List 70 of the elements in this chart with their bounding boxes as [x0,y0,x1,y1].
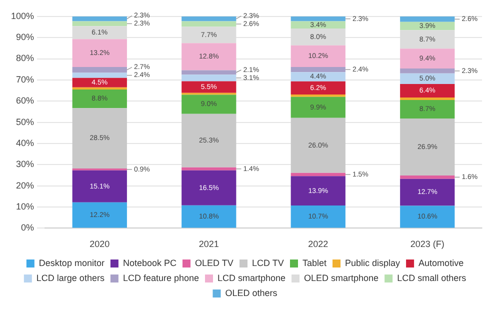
bar [290,16,346,22]
bar [72,78,127,88]
bar [72,67,127,73]
y-tick-label: 30% [16,159,34,170]
legend-label: Public display [345,258,401,268]
legend-label: Tablet [302,258,328,268]
legend-label: OLED TV [194,258,234,268]
bar [182,81,236,93]
bar [72,89,127,108]
bar [72,21,127,26]
bar [72,39,127,68]
bar [400,178,455,206]
bar [290,67,346,72]
legend-label: LCD feature phone [122,272,200,283]
bar [182,43,236,70]
bar [182,94,236,114]
bar [290,176,346,206]
x-tick-label: 2023 (F) [410,239,444,250]
bar [400,48,455,69]
y-tick-label: 90% [16,32,34,42]
y-tick-label: 80% [16,53,34,64]
bar [290,81,346,95]
legend-label: LCD smartphone [218,272,286,283]
bar [400,16,455,22]
y-tick-label: 0% [21,222,34,233]
bar [290,172,346,176]
bar [290,45,346,68]
bar [400,118,455,176]
bar [182,74,236,82]
legend-label: Automotive [418,258,464,268]
bar [182,16,236,22]
bar [182,167,236,170]
bar [290,96,346,118]
y-tick-label: 20% [16,180,34,190]
legend-label: Desktop monitor [38,258,104,268]
bar [182,21,236,27]
bar [400,68,455,74]
bar [182,205,236,228]
y-tick-label: 10% [16,202,34,212]
x-tick-label: 2020 [90,239,110,250]
bar [72,16,127,22]
y-tick-label: 50% [16,116,34,127]
bar [72,202,127,228]
y-tick-label: 60% [16,96,34,106]
bar [400,84,455,98]
bar [72,170,127,202]
legend-label: OLED smartphone [304,272,379,283]
y-tick-label: 40% [16,138,34,148]
bar [72,108,127,168]
legend-label: LCD large others [36,272,105,283]
bar [290,206,346,228]
y-tick-label: 100% [10,10,34,21]
bar [182,114,236,168]
bar [400,100,455,118]
legend-label: LCD TV [252,258,284,268]
bar [72,72,127,78]
y-tick-label: 70% [16,74,34,84]
x-tick-label: 2021 [198,239,219,250]
bar [290,72,346,82]
x-tick-label: 2022 [308,239,328,250]
legend-label: Notebook PC [122,258,177,268]
legend-label: LCD small others [397,272,467,283]
bar [400,98,455,100]
bar [400,73,455,84]
bar [182,70,236,75]
bar [400,206,455,228]
bar [290,118,346,173]
bar [400,175,455,179]
bar [182,170,236,206]
legend-label: OLED others [225,288,278,298]
